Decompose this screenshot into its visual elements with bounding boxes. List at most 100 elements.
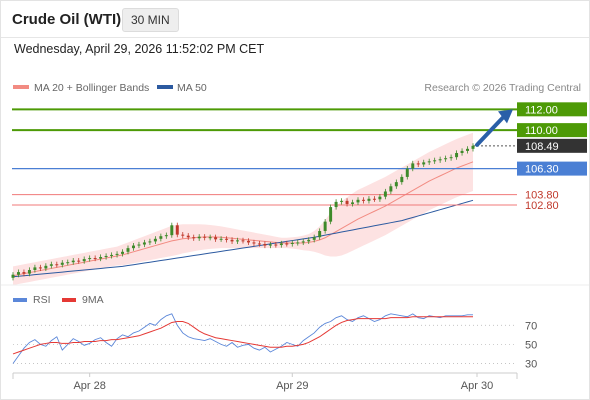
- candlesticks: [11, 143, 475, 281]
- candle-body-6: [44, 265, 48, 269]
- candle-body-70: [394, 182, 398, 187]
- candle-body-37: [214, 237, 218, 240]
- rsi-legend: RSI 9MA: [13, 294, 104, 306]
- candle-body-38: [219, 238, 223, 240]
- level-badge-2: [517, 138, 587, 153]
- candle-body-77: [433, 160, 437, 162]
- candle-body-45: [257, 243, 261, 245]
- legend-swatch-ma20: [13, 85, 29, 89]
- x-axis: Apr 28 Apr 29 Apr 30: [12, 372, 518, 392]
- legend-swatch-rsi-ma: [62, 298, 76, 302]
- candle-body-26: [153, 238, 157, 242]
- legend-swatch-rsi: [13, 298, 27, 302]
- candle-body-19: [115, 253, 119, 255]
- header-bar: Crude Oil (WTI) 30 MIN: [1, 1, 589, 38]
- candle-body-73: [411, 163, 415, 169]
- candle-body-35: [203, 236, 207, 238]
- candle-body-75: [422, 162, 426, 165]
- candle-body-67: [378, 196, 382, 200]
- x-tick-label-2: Apr 30: [461, 380, 493, 392]
- candle-body-57: [323, 221, 327, 231]
- instrument-title: Crude Oil (WTI): [12, 11, 122, 28]
- rsi-line: [12, 313, 473, 364]
- level-label-3: 106.30: [525, 164, 559, 176]
- candle-body-76: [427, 161, 431, 163]
- price-legend: MA 20 + Bollinger Bands MA 50 Research ©…: [13, 82, 581, 94]
- candle-body-7: [49, 264, 53, 266]
- credit-text: Research © 2026 Trading Central: [424, 82, 581, 94]
- candle-body-62: [351, 202, 355, 204]
- candle-body-36: [208, 237, 212, 239]
- candle-body-29: [170, 225, 174, 236]
- level-badge-1: [517, 123, 587, 138]
- candle-body-25: [148, 241, 152, 243]
- candle-body-4: [33, 267, 37, 270]
- candle-body-30: [175, 225, 179, 235]
- x-tick-label-0: Apr 28: [73, 380, 105, 392]
- legend-swatch-ma50: [157, 85, 173, 89]
- candle-body-32: [186, 235, 190, 238]
- candle-body-52: [296, 242, 300, 244]
- candle-body-10: [66, 262, 70, 264]
- candle-body-63: [356, 199, 360, 203]
- candle-body-65: [367, 198, 371, 201]
- candle-body-27: [159, 236, 163, 239]
- candle-body-11: [71, 260, 75, 263]
- candle-body-46: [263, 244, 267, 246]
- forecast-arrow: [475, 109, 513, 147]
- candle-body-72: [405, 168, 409, 177]
- candle-body-0: [11, 274, 15, 278]
- candle-body-42: [241, 240, 245, 242]
- candle-body-83: [466, 148, 470, 151]
- candle-body-49: [279, 243, 283, 246]
- candle-body-58: [329, 207, 333, 222]
- candle-body-28: [164, 235, 168, 237]
- candle-body-24: [142, 242, 146, 245]
- candle-body-61: [345, 200, 349, 204]
- timestamp: Wednesday, April 29, 2026 11:52:02 PM CE…: [14, 42, 265, 56]
- candle-body-20: [121, 251, 125, 254]
- candle-body-55: [312, 237, 316, 240]
- legend-label-ma20: MA 20 + Bollinger Bands: [34, 82, 149, 94]
- candle-body-80: [449, 157, 453, 159]
- ma50-line: [12, 199, 474, 278]
- candle-body-48: [274, 244, 278, 246]
- candle-body-68: [383, 191, 387, 197]
- candle-body-2: [22, 272, 26, 274]
- candle-body-14: [88, 258, 92, 260]
- candle-body-81: [455, 153, 459, 158]
- candle-body-31: [181, 234, 185, 236]
- interval-badge[interactable]: 30 MIN: [122, 8, 179, 32]
- candle-body-60: [340, 200, 344, 202]
- candle-body-79: [444, 158, 448, 160]
- candle-body-3: [27, 270, 31, 274]
- level-badge-3: [517, 161, 587, 176]
- legend-label-ma50: MA 50: [177, 82, 207, 94]
- candle-body-66: [372, 198, 376, 200]
- legend-label-rsi: RSI: [33, 294, 51, 306]
- level-label-2: 108.49: [525, 141, 559, 153]
- candle-body-59: [334, 201, 338, 208]
- candle-body-71: [400, 176, 404, 183]
- arrow-head: [498, 109, 513, 124]
- level-label-4: 103.80: [525, 190, 559, 202]
- level-label-5: 102.80: [525, 200, 559, 212]
- candle-body-16: [99, 257, 103, 259]
- candle-body-53: [301, 241, 305, 243]
- candle-body-54: [307, 239, 311, 242]
- rsi-level-label-0: 70: [525, 320, 537, 332]
- candle-body-13: [82, 259, 86, 262]
- candle-body-43: [246, 240, 250, 243]
- candle-body-18: [110, 254, 114, 256]
- candle-body-44: [252, 242, 256, 244]
- candle-body-23: [137, 244, 141, 246]
- rsi-level-label-2: 30: [525, 358, 537, 370]
- candle-body-64: [361, 199, 365, 201]
- candle-body-5: [38, 267, 42, 269]
- candle-body-17: [104, 255, 108, 257]
- rsi-panel: 70 50 30: [12, 313, 537, 370]
- candle-body-56: [318, 231, 322, 238]
